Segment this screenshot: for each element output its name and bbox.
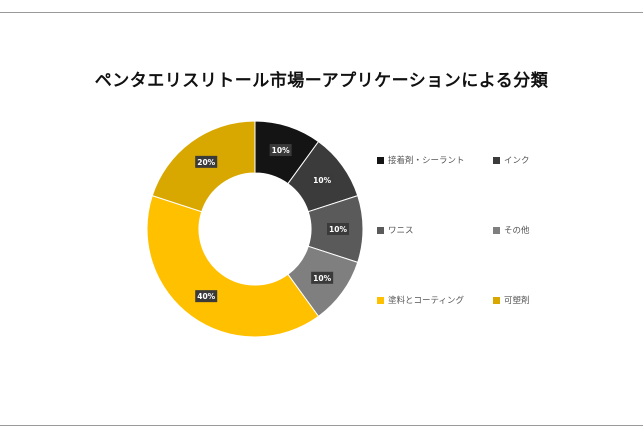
data-label-text: 10% <box>272 146 290 155</box>
bottom-divider <box>0 425 643 426</box>
data-label-4: 10% <box>311 271 334 284</box>
legend-item-5: 塗料とコーティング <box>377 294 464 306</box>
legend-label: 塗料とコーティング <box>388 296 464 306</box>
legend-swatch <box>377 156 384 164</box>
legend-label: ワニス <box>388 226 414 236</box>
data-label-2: 10% <box>311 174 334 187</box>
data-label-5: 40% <box>195 290 218 303</box>
legend-item-1: 接着剤・シーラント <box>377 154 465 166</box>
legend-item-4: その他 <box>493 224 530 236</box>
legend-item-2: インク <box>493 154 530 166</box>
data-label-bg <box>311 174 334 187</box>
legend-item-6: 可塑剤 <box>493 294 530 306</box>
data-label-bg <box>195 290 218 303</box>
data-label-bg <box>195 155 218 168</box>
chart-title: ペンタエリスリトール市場ーアプリケーションによる分類 <box>94 71 549 91</box>
data-label-text: 20% <box>197 158 215 167</box>
legend-swatch <box>493 296 500 304</box>
data-label-3: 10% <box>327 223 349 235</box>
legend-swatch <box>493 226 500 234</box>
data-label-text: 40% <box>197 292 215 301</box>
legend-swatch <box>377 226 384 234</box>
data-label-1: 10% <box>269 144 292 157</box>
data-labels: 10% 10% 10% 10% 40% 20% <box>195 144 349 303</box>
data-label-text: 10% <box>313 176 331 185</box>
data-label-6: 20% <box>195 155 218 168</box>
top-divider <box>0 12 643 13</box>
data-label-text: 10% <box>313 274 331 283</box>
legend-label: 可塑剤 <box>504 296 530 306</box>
legend-label: その他 <box>504 226 530 236</box>
data-label-bg <box>327 223 349 235</box>
legend-label: インク <box>504 156 530 166</box>
data-label-bg <box>269 144 292 157</box>
slice-5 <box>146 194 320 338</box>
legend-swatch <box>493 156 500 164</box>
legend-swatch <box>377 296 384 304</box>
data-label-text: 10% <box>329 225 347 234</box>
data-label-bg <box>311 271 334 284</box>
legend-item-3: ワニス <box>377 224 414 236</box>
legend-label: 接着剤・シーラント <box>388 156 465 166</box>
